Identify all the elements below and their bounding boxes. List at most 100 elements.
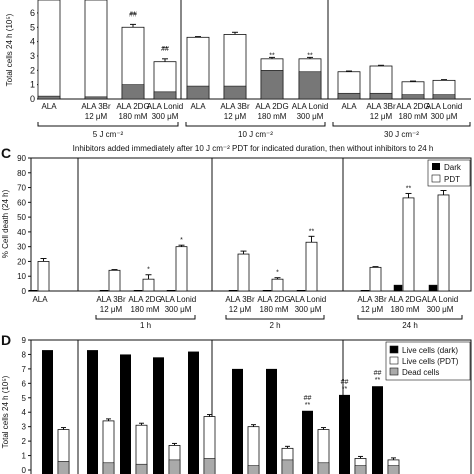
panel-c-group-label: 24 h — [402, 321, 418, 330]
panel-c-legend-label-dark: Dark — [444, 163, 462, 172]
panel-d-live-dark-bar — [372, 386, 383, 474]
panel-b-y-tick-label: 2 — [30, 65, 35, 75]
panel-b-significance-mark: ** — [269, 52, 275, 59]
panel-c-y-tick-label: 10 — [17, 272, 26, 281]
panel-d-live-dark-bar — [87, 350, 98, 474]
panel-c-significance-mark: ** — [406, 185, 412, 192]
panel-c-y-tick-label: 0 — [22, 287, 27, 296]
panel-c-y-tick-label: 90 — [17, 154, 26, 163]
panel-c-category-label: ALA Lonid — [290, 295, 326, 304]
panel-d-dead-bar — [354, 465, 367, 474]
panel-c-letter: C — [1, 145, 11, 161]
panel-b-group-bracket — [37, 122, 179, 127]
panel-d-y-tick-label: 7 — [22, 365, 27, 374]
panel-d-live-dark-bar — [266, 368, 277, 474]
panel-c-dark-bar — [133, 290, 143, 292]
panel-c-group-bracket — [95, 315, 196, 320]
panel-b-group-bracket — [185, 122, 326, 127]
panel-c-category-sublabel: 180 mM — [260, 305, 289, 314]
panel-b-category-label: ALA Lonid — [292, 102, 328, 111]
panel-c-category-label: ALA 2DG — [257, 295, 290, 304]
panel-b-y-tick-label: 4 — [30, 37, 35, 47]
panel-d-legend-swatch — [389, 356, 399, 365]
panel-b-y-axis-label: Total cells 24 h (10⁵) — [5, 13, 14, 86]
panel-b-category-sublabel: 12 μM — [85, 112, 108, 121]
panel-b-y-tick-label: 3 — [30, 51, 35, 61]
panel-b-category-label: ALA 2DG — [396, 102, 429, 111]
panel-c-category-label: ALA — [32, 295, 48, 304]
panel-c-group-label: 2 h — [269, 321, 280, 330]
panel-b-category-sublabel: 12 μM — [224, 112, 247, 121]
panel-c-y-tick-label: 60 — [17, 198, 26, 207]
panel-d-dead-bar — [317, 462, 330, 474]
panel-c-dark-bar — [296, 290, 306, 292]
panel-b-y-tick-label: 6 — [30, 8, 35, 18]
panel-d-y-tick-label: 8 — [22, 350, 27, 359]
panel-c-pdt-bar — [37, 261, 50, 292]
panel-d-live-dark-bar — [120, 354, 131, 474]
panel-c-legend-swatch-pdt — [431, 174, 441, 183]
panel-c-legend-swatch-dark — [432, 163, 440, 170]
panel-c-category-sublabel: 12 μM — [229, 305, 252, 314]
panel-b-significance-mark: ** — [162, 46, 168, 53]
panel-c-dark-bar — [99, 290, 109, 292]
panel-b-dark-bar — [432, 94, 456, 100]
panel-d-plot-frame — [30, 339, 472, 474]
panel-c-title: Inhibitors added immediately after 10 J … — [73, 144, 434, 153]
panel-b-total-bar — [84, 0, 108, 100]
panel-b-category-label: ALA 3Br — [366, 102, 396, 111]
panel-c-y-axis-label: % Cell death (24 h) — [1, 189, 10, 258]
panel-b-category-label: ALA 3Br — [220, 102, 250, 111]
panel-b-group-label: 10 J cm⁻² — [238, 130, 273, 139]
panel-d-y-tick-label: 4 — [22, 408, 27, 417]
panel-b-category-label: ALA — [41, 102, 57, 111]
panel-d-significance-mark: ## — [341, 379, 349, 386]
panel-b-category-label: ALA 3Br — [81, 102, 111, 111]
panel-d-y-tick-label: 2 — [22, 437, 27, 446]
panel-d-y-tick-label: 5 — [22, 394, 27, 403]
panel-d-legend-box — [385, 341, 471, 381]
panel-b-group-bracket — [332, 122, 471, 127]
panel-b-category-label: ALA Lonid — [426, 102, 462, 111]
panel-d-legend: Live cells (dark) Live cells (PDT) Dead ce… — [385, 341, 471, 381]
panel-b-dark-bar — [186, 85, 210, 100]
panel-c-y-tick-label: 50 — [17, 213, 26, 222]
panel-d-dead-bar — [203, 458, 216, 474]
panel-c-dark-bar — [228, 290, 238, 292]
panel-c-category-sublabel: 300 μM — [427, 305, 454, 314]
panel-c-dark-bar — [428, 284, 438, 292]
panel-c-category-label: ALA 3Br — [357, 295, 387, 304]
panel-d-dead-bar — [247, 465, 260, 474]
panel-d-letter: D — [1, 332, 11, 348]
panel-d-y-tick-label: 3 — [22, 423, 27, 432]
panel-d-live-dark-bar — [302, 410, 313, 474]
panel-d-dead-bar — [102, 462, 115, 474]
panel-c-category-sublabel: 180 mM — [391, 305, 420, 314]
panel-d-live-dark-bar — [339, 394, 350, 474]
panel-c-significance-mark: * — [276, 270, 279, 277]
panel-c-pdt-bar — [305, 241, 318, 292]
panel-d-y-tick-label: 6 — [22, 379, 27, 388]
panel-d-y-tick-label: 9 — [22, 336, 27, 345]
panel-c-pdt-bar — [437, 194, 450, 292]
panel-c-dark-bar — [393, 284, 403, 292]
panel-c-dark-bar — [262, 290, 272, 292]
panel-b-category-label: ALA — [341, 102, 357, 111]
panel-b-dark-bar — [401, 94, 425, 100]
panel-d-significance-mark: ## — [374, 370, 382, 377]
panel-d-dead-bar — [57, 461, 70, 474]
panel-b-y-tick-label: 0 — [30, 94, 35, 104]
panel-d-legend-label: Dead cells — [402, 368, 439, 377]
panel-c-category-label: ALA Lonid — [422, 295, 458, 304]
panel-c-dark-bar — [360, 290, 370, 292]
panel-b-dark-bar — [223, 85, 247, 100]
panel-b-y-tick-label: 1 — [30, 80, 35, 90]
panel-b-group-label: 30 J cm⁻² — [384, 130, 419, 139]
panel-b-category-sublabel: 180 mM — [399, 112, 428, 121]
panel-c-category-sublabel: 300 μM — [295, 305, 322, 314]
panel-d-live-dark-bar — [232, 368, 243, 474]
panel-c-pdt-bar — [108, 269, 121, 292]
